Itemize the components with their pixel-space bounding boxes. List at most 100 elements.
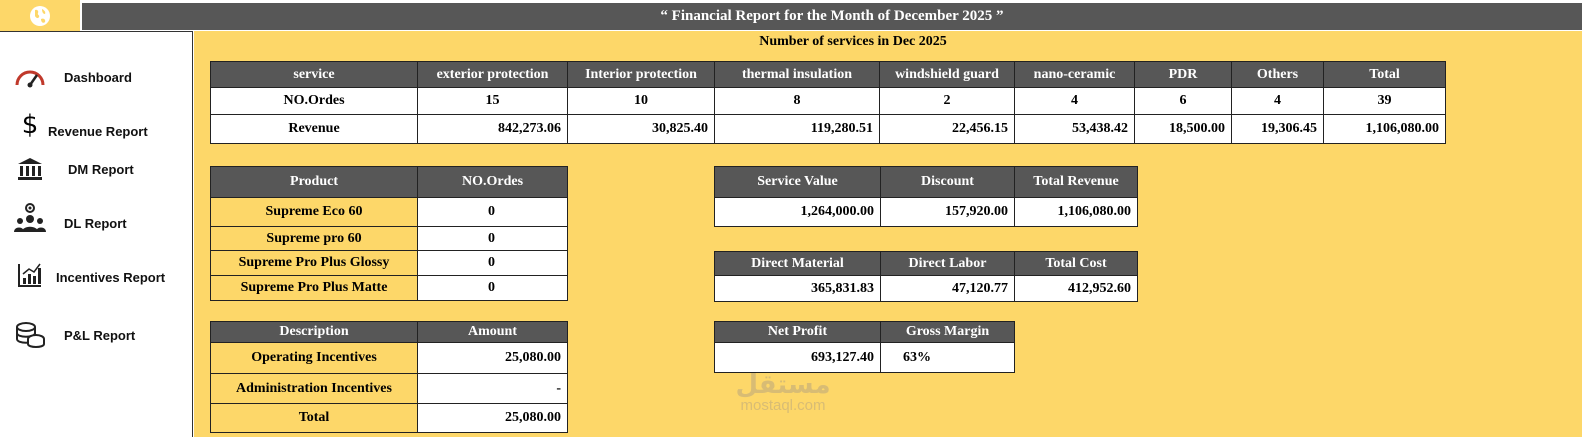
column-header: NO.Ordes [417,166,568,198]
revenue-summary-table: Service Value Discount Total Revenue 1,2… [714,166,1138,227]
total-revenue-cell: 1,106,080.00 [1014,197,1138,227]
table-row: Supreme pro 60 0 [210,226,568,251]
description-cell: Total [210,403,418,433]
table-row: Supreme Pro Plus Matte 0 [210,275,568,301]
table-cell: 18,500.00 [1134,114,1232,144]
table-row: Supreme Pro Plus Glossy 0 [210,250,568,276]
column-header: Others [1231,61,1324,88]
column-header: Gross Margin [880,321,1015,343]
description-cell: Operating Incentives [210,342,418,374]
table-row: 1,264,000.00 157,920.00 1,106,080.00 [714,197,1138,227]
logo-box[interactable] [0,0,80,31]
profit-summary-table: Net Profit Gross Margin 693,127.40 63% [714,321,1015,373]
watermark-arabic: مستقل [735,370,831,400]
top-bar: “ Financial Report for the Month of Dece… [0,0,1582,31]
bar-chart-icon [12,260,48,290]
coins-icon [12,320,48,350]
column-header: Net Profit [714,321,881,343]
table-cell: 4 [1014,87,1135,115]
table-header-row: Net Profit Gross Margin [714,321,1015,343]
report-title: “ Financial Report for the Month of Dece… [82,3,1582,30]
product-name: Supreme Pro Plus Matte [210,275,418,301]
sidebar-item-revenue-report[interactable]: $ Revenue Report [12,110,148,140]
column-header: PDR [1134,61,1232,88]
sidebar: Dashboard $ Revenue Report DM Report [0,31,193,437]
sidebar-item-incentives-report[interactable]: Incentives Report [12,260,165,290]
table-cell: 4 [1231,87,1324,115]
product-name: Supreme pro 60 [210,226,418,251]
table-row: 693,127.40 63% [714,342,1015,373]
cost-summary-table: Direct Material Direct Labor Total Cost … [714,251,1138,302]
table-cell: 0 [417,275,568,301]
table-cell: 6 [1134,87,1232,115]
column-header: Product [210,166,418,198]
sidebar-item-label: P&L Report [64,327,136,343]
sidebar-item-label: Incentives Report [56,269,166,285]
table-cell: 119,280.51 [714,114,880,144]
table-row: Administration Incentives - [210,373,568,404]
bank-icon [12,154,48,184]
total-cost-cell: 412,952.60 [1014,275,1138,302]
column-header: Total Revenue [1014,166,1138,198]
speedometer-icon [12,62,48,92]
team-icon [12,203,48,234]
sidebar-item-pl-report[interactable]: P&L Report [12,320,135,350]
amount-cell: 25,080.00 [417,403,568,433]
column-header: Interior protection [567,61,715,88]
column-header: exterior protection [417,61,568,88]
table-cell: 22,456.15 [879,114,1015,144]
row-label: Revenue [210,114,418,144]
net-profit-cell: 693,127.40 [714,342,881,373]
services-table: service exterior protection Interior pro… [210,61,1446,144]
sidebar-item-label: Dashboard [64,69,132,85]
sidebar-item-dl-report[interactable]: DL Report [12,203,127,234]
table-cell: 0 [417,250,568,276]
table-row: Supreme Eco 60 0 [210,197,568,227]
table-cell: 0 [417,197,568,227]
table-cell: 0 [417,226,568,251]
main-content: Number of services in Dec 2025 service e… [194,31,1582,437]
direct-material-cell: 365,831.83 [714,275,881,302]
table-row: 365,831.83 47,120.77 412,952.60 [714,275,1138,302]
products-table: Product NO.Ordes Supreme Eco 60 0 Suprem… [210,166,568,301]
globe-icon [30,5,50,26]
table-cell: 10 [567,87,715,115]
table-header-row: Direct Material Direct Labor Total Cost [714,251,1138,276]
product-name: Supreme Eco 60 [210,197,418,227]
table-cell: 15 [417,87,568,115]
column-header: Total [1323,61,1446,88]
column-header: Direct Labor [880,251,1015,276]
dollar-icon: $ [21,110,39,140]
column-header: Description [210,321,418,343]
direct-labor-cell: 47,120.77 [880,275,1015,302]
row-label: NO.Ordes [210,87,418,115]
column-header: Discount [880,166,1015,198]
sidebar-item-label: DL Report [64,215,127,231]
table-cell: 39 [1323,87,1446,115]
column-header: windshield guard [879,61,1015,88]
table-cell: 30,825.40 [567,114,715,144]
sidebar-item-dashboard[interactable]: Dashboard [12,62,132,92]
table-row: Operating Incentives 25,080.00 [210,342,568,374]
column-header: Total Cost [1014,251,1138,276]
amount-cell: - [417,373,568,404]
description-cell: Administration Incentives [210,373,418,404]
table-row: NO.Ordes 15 10 8 2 4 6 4 39 [210,87,1446,115]
table-cell: 1,106,080.00 [1323,114,1446,144]
column-header: thermal insulation [714,61,880,88]
table-header-row: Service Value Discount Total Revenue [714,166,1138,198]
amount-cell: 25,080.00 [417,342,568,374]
column-header: service [210,61,418,88]
table-header-row: service exterior protection Interior pro… [210,61,1446,88]
table-header-row: Description Amount [210,321,568,343]
gross-margin-cell: 63% [880,342,1015,373]
table-header-row: Product NO.Ordes [210,166,568,198]
table-cell: 8 [714,87,880,115]
table-cell: 53,438.42 [1014,114,1135,144]
table-cell: 842,273.06 [417,114,568,144]
table-row: Total 25,080.00 [210,403,568,433]
column-header: Service Value [714,166,881,198]
column-header: Direct Material [714,251,881,276]
table-cell: 2 [879,87,1015,115]
sidebar-item-dm-report[interactable]: DM Report [12,154,134,184]
